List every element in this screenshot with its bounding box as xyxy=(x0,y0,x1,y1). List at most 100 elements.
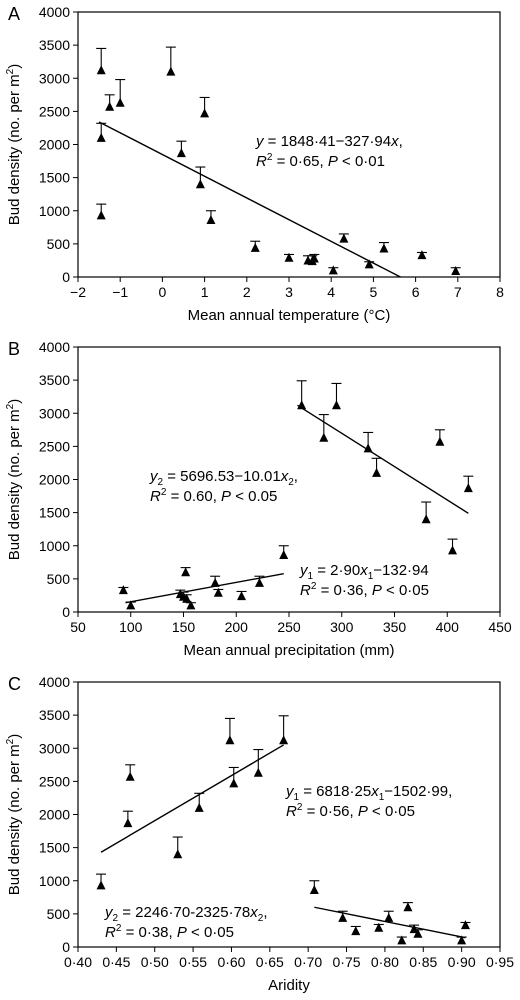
y-tick-label: 0 xyxy=(62,269,70,285)
x-axis-label: Mean annual precipitation (mm) xyxy=(184,642,395,659)
data-point xyxy=(402,902,413,912)
triangle-marker xyxy=(126,600,136,610)
triangle-marker xyxy=(364,259,374,269)
x-tick-label: 350 xyxy=(383,619,407,635)
data-point xyxy=(296,380,307,410)
data-point xyxy=(373,922,384,932)
data-point xyxy=(371,457,382,477)
data-point xyxy=(416,250,427,260)
data-point xyxy=(195,166,206,189)
regression-line xyxy=(297,404,469,514)
x-tick-label: −2 xyxy=(70,284,86,300)
triangle-marker xyxy=(372,467,382,477)
triangle-marker xyxy=(421,514,431,524)
data-point xyxy=(309,880,320,895)
triangle-marker xyxy=(250,242,260,252)
data-point xyxy=(328,265,339,275)
triangle-marker xyxy=(448,545,458,555)
triangle-marker xyxy=(379,243,389,253)
data-point xyxy=(96,873,107,890)
regression-line xyxy=(314,906,466,939)
regression-equation: R2 = 0·56, P < 0·05 xyxy=(286,802,415,820)
data-point xyxy=(199,96,210,118)
x-tick-label: 0·60 xyxy=(217,954,245,970)
triangle-marker xyxy=(309,253,319,263)
triangle-marker xyxy=(96,880,106,890)
triangle-marker xyxy=(451,266,461,276)
x-tick-label: 300 xyxy=(330,619,354,635)
y-tick-label: 3500 xyxy=(39,707,70,723)
data-point xyxy=(125,600,136,610)
x-tick-label: 0·75 xyxy=(333,954,361,970)
triangle-marker xyxy=(279,550,289,560)
triangle-marker xyxy=(457,935,467,945)
y-tick-label: 1000 xyxy=(39,538,70,554)
data-point xyxy=(181,593,192,603)
y-tick-label: 4000 xyxy=(39,4,70,20)
triangle-marker xyxy=(181,567,191,577)
regression-equation: R2 = 0.60, P < 0.05 xyxy=(150,487,277,505)
triangle-marker xyxy=(417,250,427,260)
x-tick-label: 0·55 xyxy=(179,954,207,970)
data-point xyxy=(318,414,329,442)
data-point xyxy=(350,925,361,936)
triangle-marker xyxy=(182,593,192,603)
data-point xyxy=(122,810,133,828)
triangle-marker xyxy=(225,735,235,745)
triangle-marker xyxy=(118,585,128,595)
x-tick-label: 0·95 xyxy=(486,954,514,970)
data-point xyxy=(104,94,115,111)
data-point xyxy=(205,210,216,225)
triangle-marker xyxy=(206,215,216,225)
x-tick-label: 7 xyxy=(454,284,462,300)
y-axis-label: Bud density (no. per m2) xyxy=(5,734,23,895)
triangle-marker xyxy=(96,132,106,142)
y-tick-label: 2500 xyxy=(39,438,70,454)
triangle-marker xyxy=(186,600,196,610)
triangle-marker xyxy=(194,802,204,812)
triangle-marker xyxy=(279,735,289,745)
triangle-marker xyxy=(403,902,413,912)
triangle-marker xyxy=(413,928,423,938)
triangle-marker xyxy=(237,591,247,601)
data-point xyxy=(115,79,126,107)
data-point xyxy=(253,749,264,777)
triangle-marker xyxy=(384,912,394,922)
regression-equation: y2 = 5696.53−10.01x2, xyxy=(149,468,298,488)
y-tick-label: 1500 xyxy=(39,170,70,186)
x-tick-label: 0·45 xyxy=(102,954,130,970)
data-point xyxy=(96,203,107,220)
x-tick-label: 1 xyxy=(201,284,209,300)
triangle-marker xyxy=(331,400,341,410)
y-tick-label: 1000 xyxy=(39,873,70,889)
data-point xyxy=(176,140,187,158)
x-tick-label: 150 xyxy=(172,619,196,635)
y-tick-label: 1500 xyxy=(39,505,70,521)
x-tick-label: 0·85 xyxy=(409,954,437,970)
triangle-marker xyxy=(105,101,115,111)
regression-equation: y1 = 6818·25x1−1502·99, xyxy=(285,783,452,803)
data-point xyxy=(363,431,374,453)
x-tick-label: 400 xyxy=(436,619,460,635)
data-point xyxy=(364,259,375,269)
triangle-marker xyxy=(210,577,220,587)
x-tick-label: 0·65 xyxy=(256,954,284,970)
y-tick-label: 2000 xyxy=(39,807,70,823)
data-point xyxy=(236,590,247,601)
x-tick-label: 2 xyxy=(243,284,251,300)
triangle-marker xyxy=(463,483,473,493)
x-tick-label: 0·80 xyxy=(371,954,399,970)
y-tick-label: 0 xyxy=(62,604,70,620)
data-point xyxy=(412,928,423,938)
x-tick-label: 450 xyxy=(488,619,512,635)
triangle-marker xyxy=(284,252,294,262)
data-point xyxy=(421,501,432,524)
y-tick-label: 2000 xyxy=(39,137,70,153)
data-point xyxy=(434,429,445,446)
data-point xyxy=(337,910,348,922)
data-point xyxy=(185,600,196,610)
data-point xyxy=(165,46,176,76)
data-point xyxy=(278,545,289,560)
x-tick-label: 0·40 xyxy=(64,954,92,970)
